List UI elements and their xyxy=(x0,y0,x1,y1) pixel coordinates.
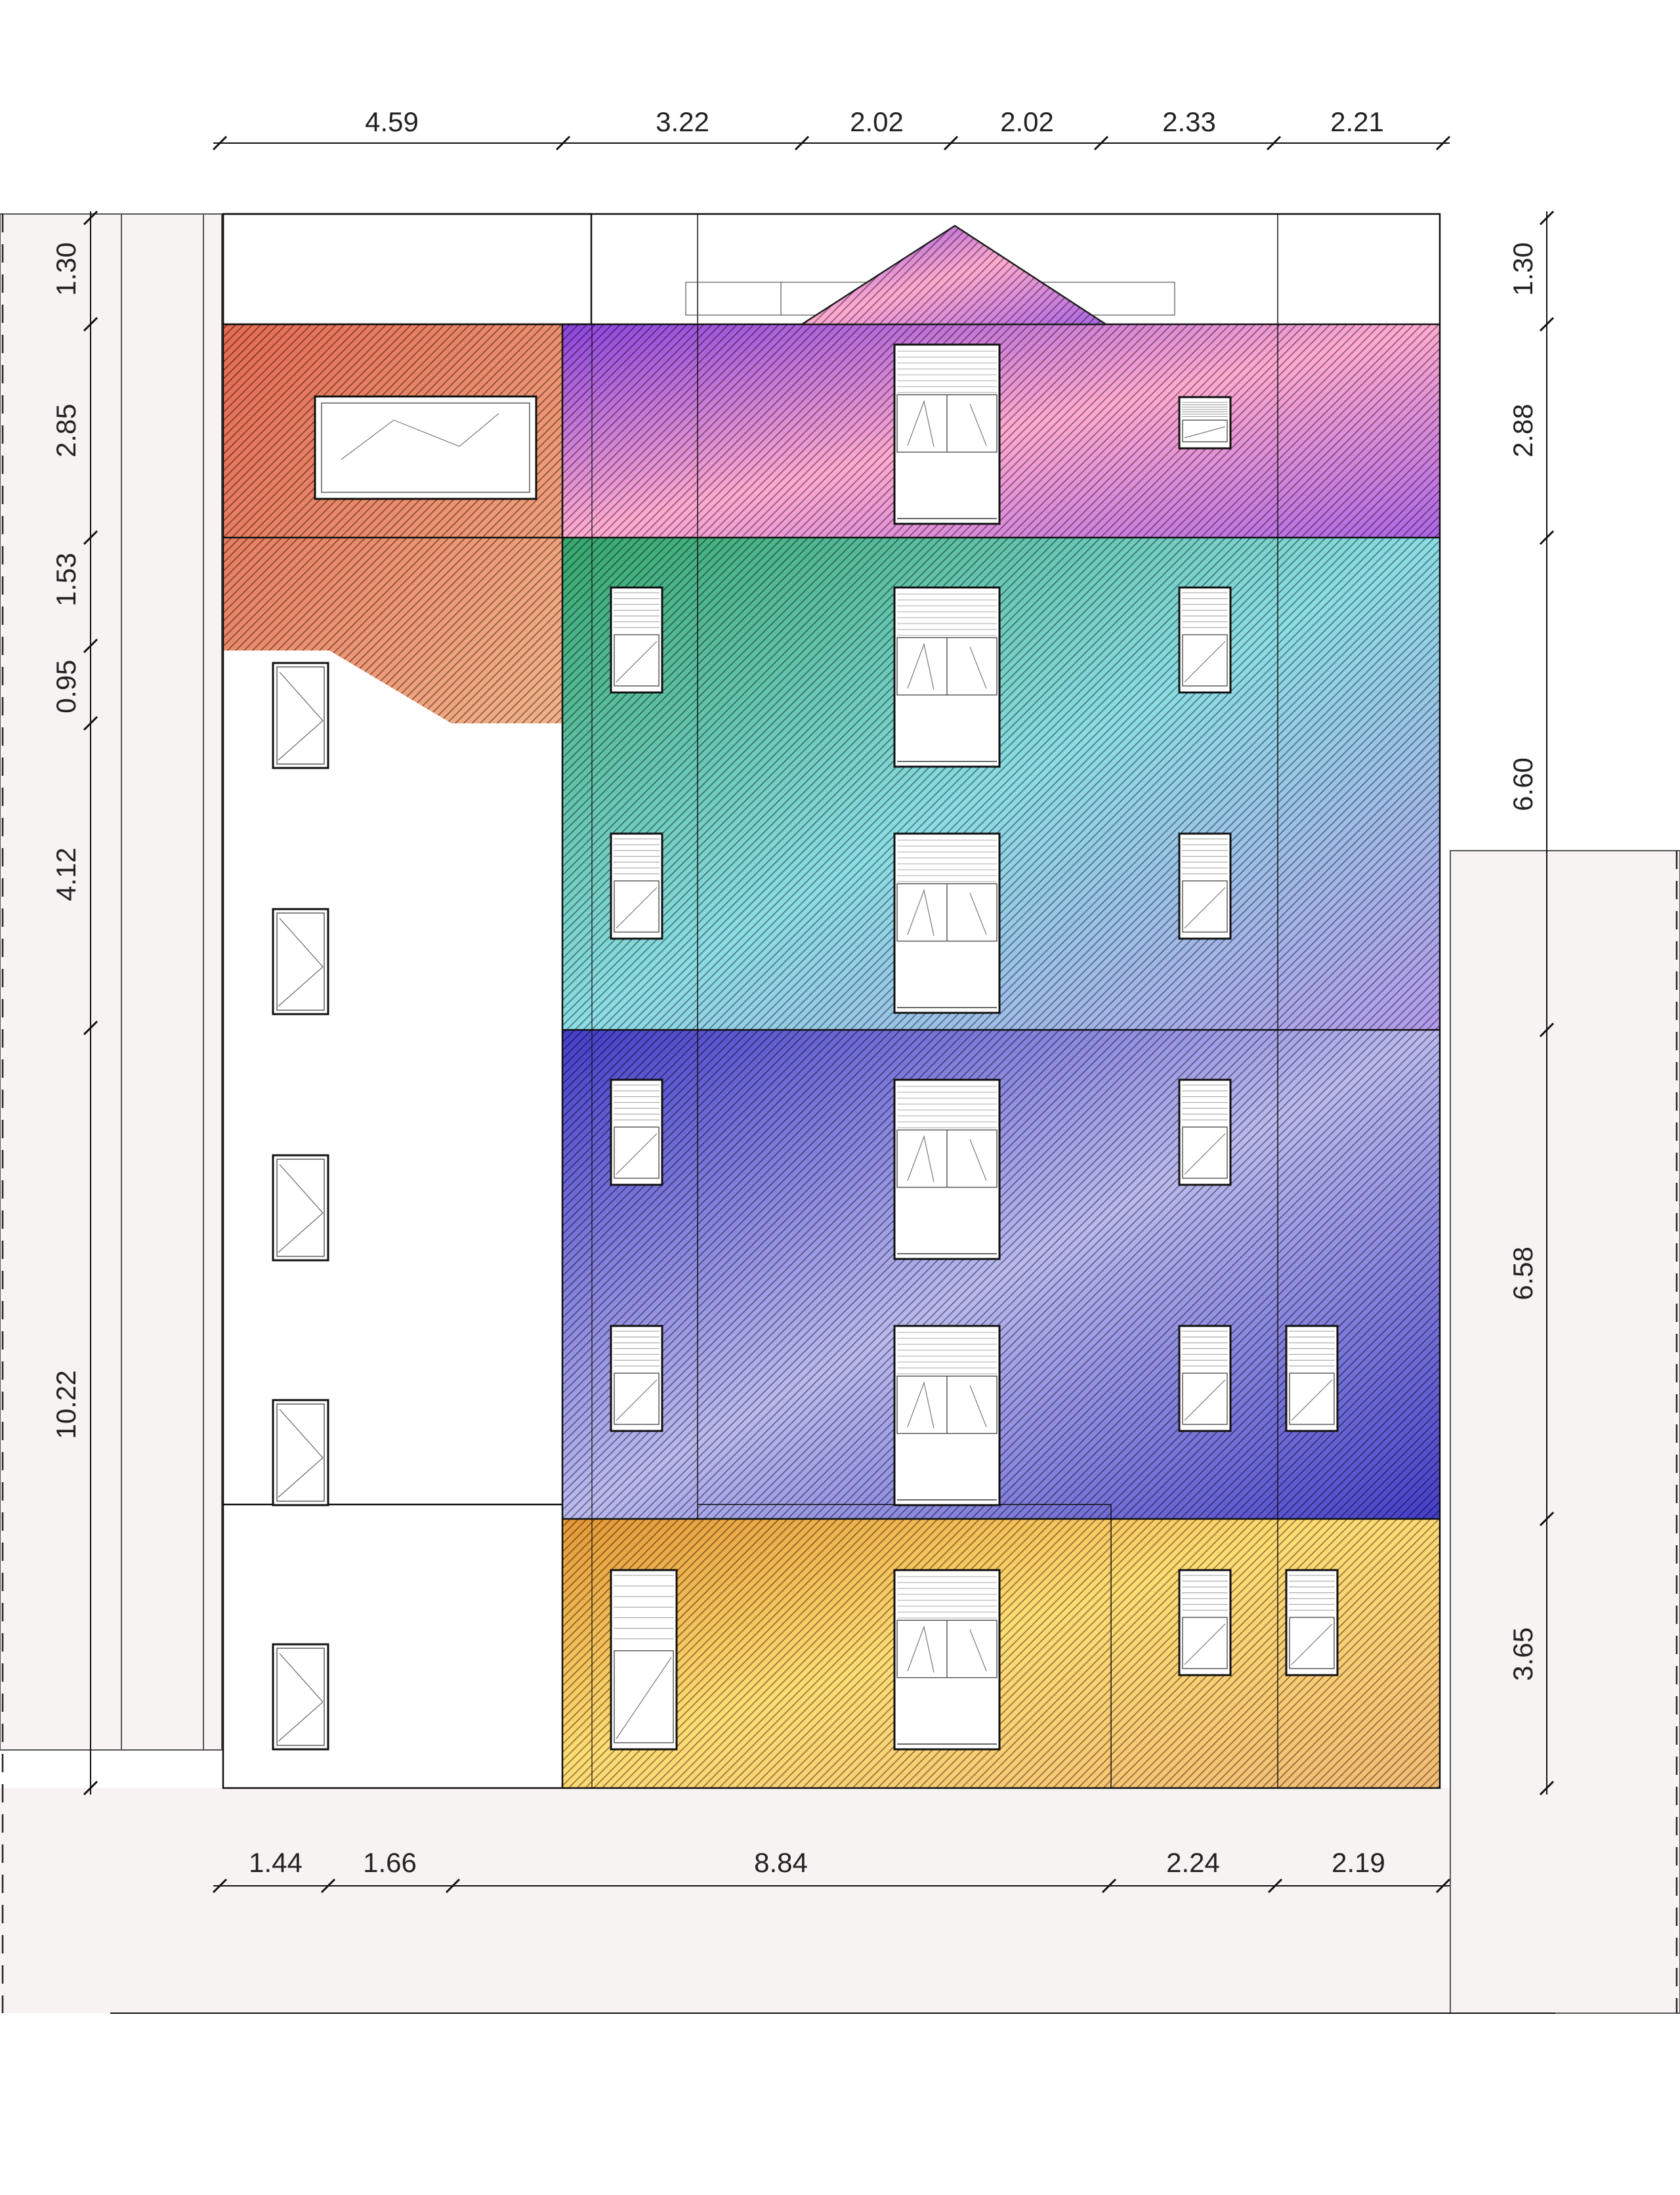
dimension-tick xyxy=(1539,210,1555,226)
dim-top-label: 2.33 xyxy=(1162,106,1216,137)
dimension-tick xyxy=(1093,135,1109,151)
dim-left-label: 1.53 xyxy=(51,553,81,607)
dimension-tick xyxy=(1539,1511,1555,1527)
dimension-tick xyxy=(1539,316,1555,332)
roof-skylight xyxy=(314,395,537,500)
window-shutter xyxy=(610,1078,663,1186)
dimension-tick xyxy=(1266,135,1282,151)
window-shutter xyxy=(610,586,663,694)
window-shutter xyxy=(1178,396,1232,450)
roof-left-box xyxy=(222,213,593,326)
window-balcony-door xyxy=(893,1078,1001,1260)
window-narrow xyxy=(272,1399,329,1506)
dimension-tick xyxy=(83,715,98,731)
dim-right-label: 2.88 xyxy=(1507,404,1538,458)
dimension-tick xyxy=(83,530,98,545)
dim-left-label: 2.85 xyxy=(51,404,81,458)
window-narrow xyxy=(272,908,329,1015)
dim-left-label: 4.12 xyxy=(51,847,81,901)
neighbor-context xyxy=(0,213,1680,2014)
dimension-tick xyxy=(1539,1780,1555,1796)
dimension-tick xyxy=(1435,135,1451,151)
dimension-tick xyxy=(83,1020,98,1036)
dim-top-label: 2.02 xyxy=(1000,106,1054,137)
dim-top-label: 3.22 xyxy=(656,106,709,137)
window-balcony-door xyxy=(893,1325,1001,1506)
dim-top-label: 4.59 xyxy=(365,106,419,137)
dimension-tick xyxy=(1539,530,1555,545)
dimension-tick xyxy=(83,1780,98,1796)
dimension-tick xyxy=(212,1878,228,1894)
dim-top-label: 2.02 xyxy=(850,106,904,137)
window-shutter xyxy=(1285,1569,1339,1676)
dimension-tick xyxy=(1435,1878,1451,1894)
window-narrow xyxy=(272,1154,329,1262)
dimension-tick xyxy=(83,638,98,654)
dim-left-label: 10.22 xyxy=(51,1370,81,1439)
window-shutter xyxy=(1178,1325,1232,1432)
dimension-tick xyxy=(1539,1022,1555,1038)
ground-strip xyxy=(0,1788,1555,2013)
window-shutter xyxy=(1178,1078,1232,1186)
dimension-lines xyxy=(83,135,1555,1894)
window-balcony-door xyxy=(893,343,1001,525)
dimension-tick xyxy=(794,135,810,151)
window-shutter xyxy=(610,1569,678,1751)
window-shutter xyxy=(1178,832,1232,940)
window-balcony-door xyxy=(893,832,1001,1014)
neighbor-building-left-inner xyxy=(121,213,204,1751)
window-narrow xyxy=(272,1643,329,1751)
window-balcony-door xyxy=(893,586,1001,768)
window-narrow xyxy=(272,662,329,769)
window-shutter xyxy=(1178,1569,1232,1676)
dim-right-label: 6.58 xyxy=(1507,1247,1538,1300)
dimension-tick xyxy=(1101,1878,1117,1894)
dimension-tick xyxy=(555,135,571,151)
window-shutter xyxy=(1285,1325,1339,1432)
dimension-tick xyxy=(320,1878,336,1894)
window-balcony-door xyxy=(893,1569,1001,1751)
window-shutter xyxy=(610,832,663,940)
window-shutter xyxy=(1178,586,1232,694)
dim-left-label: 0.95 xyxy=(51,660,81,714)
dim-bottom-label: 2.19 xyxy=(1332,1847,1385,1878)
dim-bottom-label: 8.84 xyxy=(754,1847,808,1878)
dimension-tick xyxy=(445,1878,461,1894)
dim-bottom-label: 1.66 xyxy=(363,1847,417,1878)
dim-left-label: 1.30 xyxy=(51,242,81,296)
dimension-tick xyxy=(83,316,98,332)
dim-right-label: 6.60 xyxy=(1507,757,1538,811)
window-shutter xyxy=(610,1325,663,1432)
dim-top-label: 2.21 xyxy=(1330,106,1384,137)
dim-right-label: 3.65 xyxy=(1507,1627,1538,1681)
dimension-labels: 4.59 3.22 2.02 2.02 2.33 2.21 1.44 1.66 … xyxy=(51,106,1538,1878)
dimension-tick xyxy=(83,210,98,226)
facade-zones xyxy=(223,324,1440,1788)
dimension-tick xyxy=(943,135,959,151)
dim-bottom-label: 1.44 xyxy=(249,1847,303,1878)
dimension-tick xyxy=(212,135,228,151)
dim-bottom-label: 2.24 xyxy=(1166,1847,1220,1878)
neighbor-building-right xyxy=(1450,850,1680,2014)
dim-right-label: 1.30 xyxy=(1507,242,1538,296)
dimension-tick xyxy=(1267,1878,1283,1894)
windows-group xyxy=(272,343,1339,1751)
